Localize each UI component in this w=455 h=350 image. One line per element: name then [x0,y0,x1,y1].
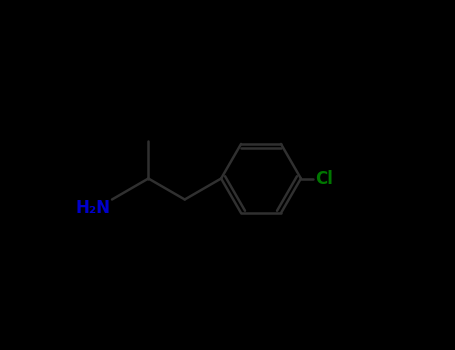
Text: Cl: Cl [315,169,333,188]
Text: H₂N: H₂N [75,199,110,217]
